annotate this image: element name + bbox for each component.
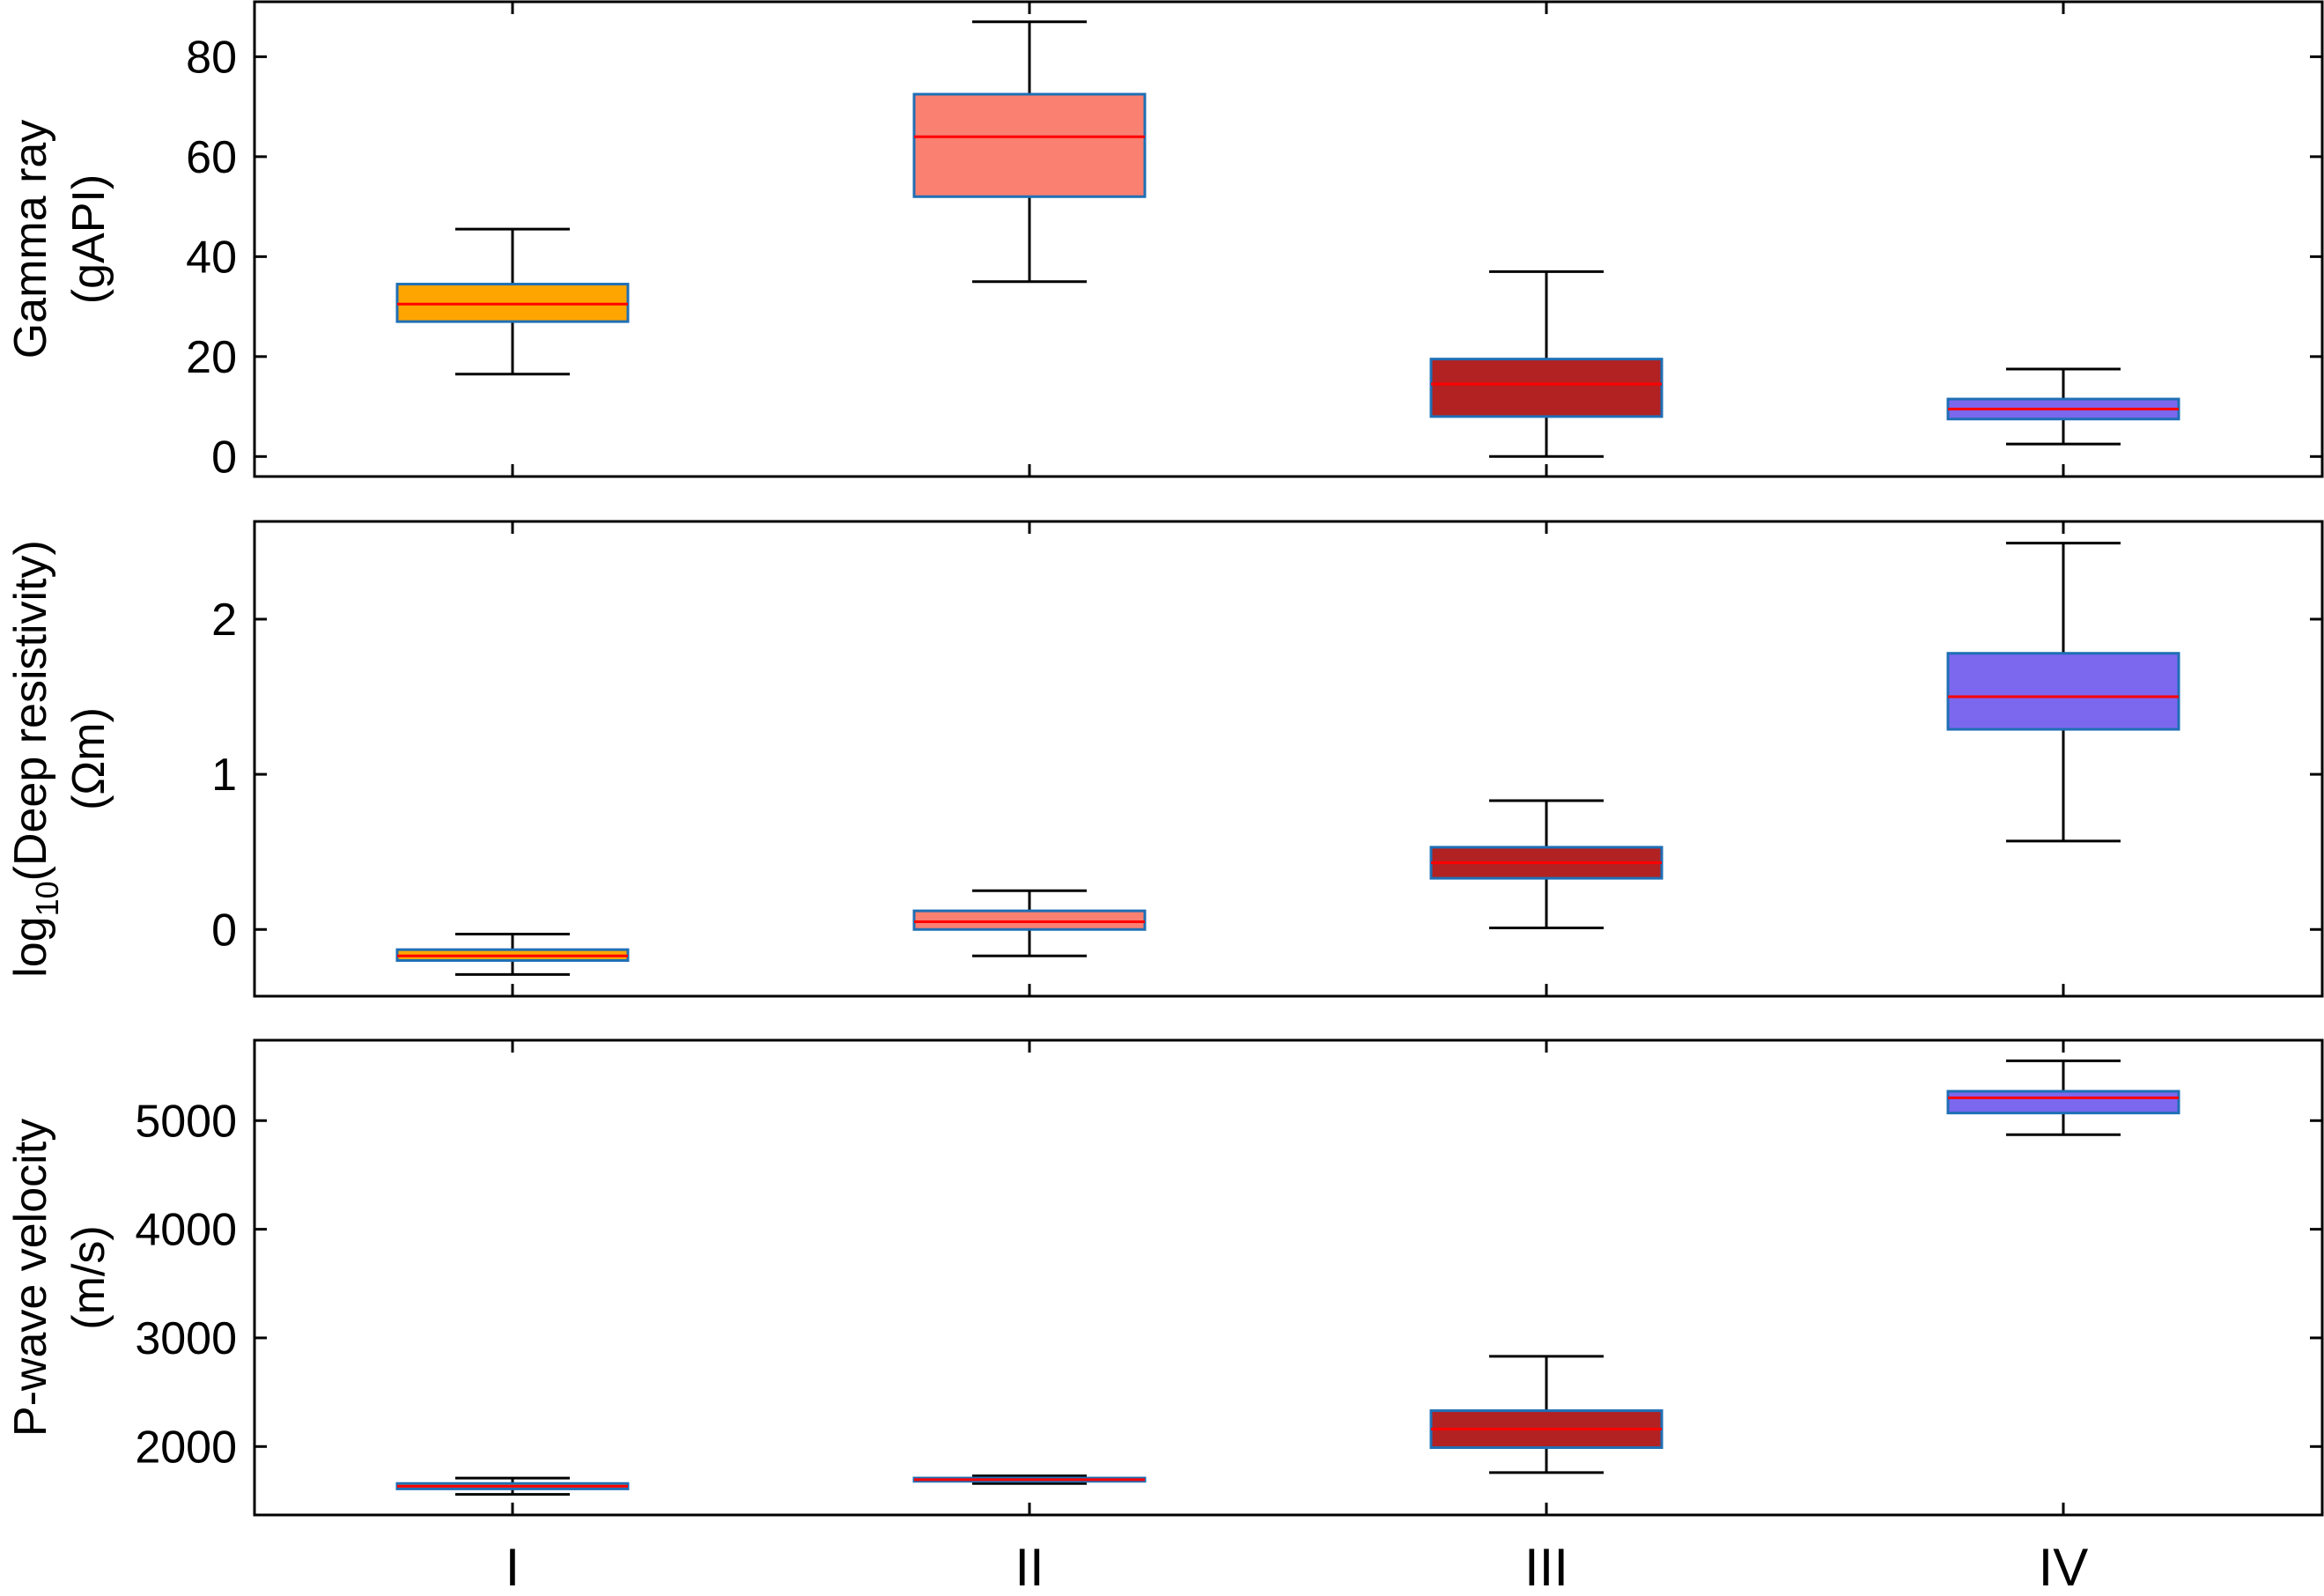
iqr-box	[1946, 1090, 2180, 1115]
y-tick-label: 2000	[135, 1422, 237, 1473]
box-II	[912, 889, 1147, 957]
box-IV	[1946, 542, 2180, 843]
box-III	[1429, 270, 1664, 458]
panel-1: 0 20 40 60 80 Gamma ray (gAPI)	[5, 0, 2324, 483]
x-tick-label-IV: IV	[2039, 1538, 2089, 1596]
y-axis-label: Gamma ray (gAPI)	[5, 120, 114, 359]
iqr-box	[912, 92, 1147, 198]
y-tick-label: 0	[211, 905, 237, 956]
y-tick-label: 0	[211, 432, 237, 483]
x-tick-label-III: III	[1524, 1538, 1568, 1596]
panel-2: 0 1 2 log10(Deep resistivity) (Ωm)	[5, 520, 2324, 998]
iqr-box	[1946, 652, 2180, 731]
box-I	[395, 1476, 630, 1496]
y-tick-label: 5000	[135, 1096, 237, 1147]
box-II	[912, 1474, 1147, 1485]
y-tick-label: 4000	[135, 1205, 237, 1256]
box-I	[395, 227, 630, 376]
axes-frame	[253, 520, 2324, 998]
x-tick-label-II: II	[1014, 1538, 1044, 1596]
box-III	[1429, 799, 1664, 929]
box-I	[395, 933, 630, 976]
box-IV	[1946, 1059, 2180, 1136]
iqr-box	[1429, 358, 1664, 418]
axes-frame	[253, 1038, 2324, 1517]
y-tick-label: 20	[186, 332, 237, 383]
y-axis-label: P-wave velocity (m/s)	[5, 1119, 114, 1437]
iqr-box	[912, 909, 1147, 931]
y-tick-label: 60	[186, 132, 237, 183]
box-III	[1429, 1355, 1664, 1474]
y-tick-label: 2	[211, 595, 237, 646]
axes-frame	[253, 0, 2324, 478]
y-tick-label: 1	[211, 750, 237, 801]
y-tick-label: 80	[186, 32, 237, 83]
x-tick-label-I: I	[505, 1538, 520, 1596]
y-tick-label: 3000	[135, 1313, 237, 1364]
box-IV	[1946, 367, 2180, 446]
y-tick-label: 40	[186, 232, 237, 283]
box-II	[912, 20, 1147, 284]
y-axis-label: log10(Deep resistivity) (Ωm)	[5, 540, 114, 978]
